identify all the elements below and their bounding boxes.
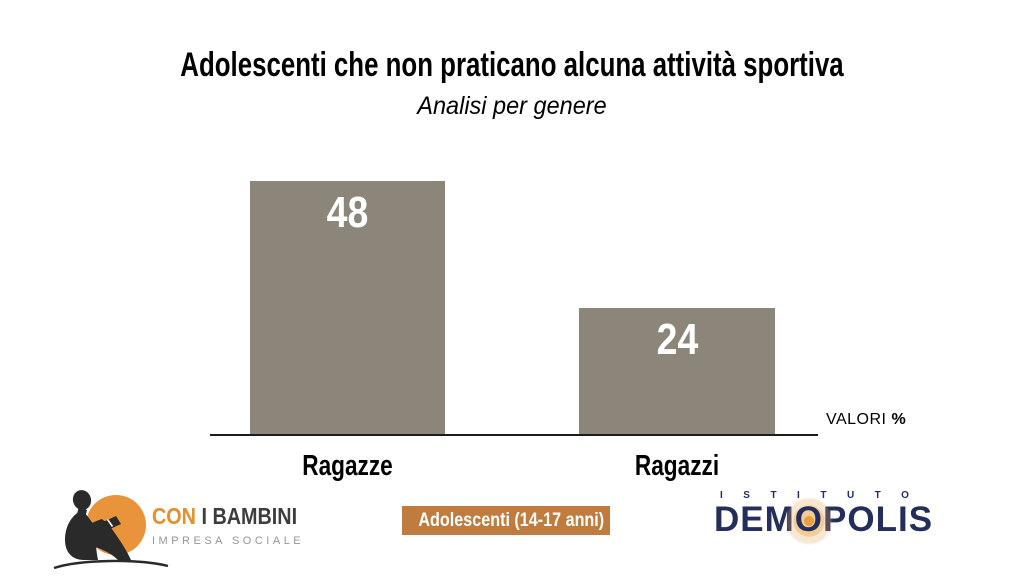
demopolis-o-with-compass: O [782,494,835,547]
demopolis-part-polis: POLIS [823,500,934,539]
bar-value-ragazzi: 24 [656,315,698,364]
bar-ragazzi: 24 [579,308,775,435]
bar-value-ragazze: 48 [326,188,369,237]
adolescenti-badge-label: Adolescenti (14-17 anni) [418,510,605,531]
impresa-sociale-tagline: IMPRESA SOCIALE [152,535,305,547]
book-page-divider [106,519,114,527]
category-label-ragazzi: Ragazzi [634,450,720,482]
chart-title: Adolescenti che non praticano alcuna att… [180,46,844,84]
i-bambini-text: I BAMBINI [201,503,298,529]
adolescenti-badge: Adolescenti (14-17 anni) [402,506,610,535]
chart-subtitle: Analisi per genere [417,92,607,120]
con-i-bambini-logo-icon [53,490,169,570]
valori-text: VALORI [826,411,887,428]
con-i-bambini-name: CON I BAMBINI [152,503,297,530]
category-label-ragazze: Ragazze [302,450,393,482]
demopolis-logo: ISTITUTO DEM OPOLIS [714,490,964,547]
compass-glow-icon [782,494,835,547]
con-text: CON [152,503,196,529]
demopolis-part-dem: DEM [714,500,795,539]
percent-sign: % [891,411,907,428]
x-axis-line [210,434,818,436]
con-i-bambini-wordmark: CON I BAMBINI IMPRESA SOCIALE [152,503,321,547]
demopolis-part-o: O [794,500,824,539]
bar-ragazze: 48 [250,181,445,435]
reading-child-silhouette-icon [65,490,131,560]
ground-arc [53,559,169,570]
axis-unit-label: VALORI % [826,411,906,429]
demopolis-wordmark: DEM OPOLIS [714,494,964,547]
